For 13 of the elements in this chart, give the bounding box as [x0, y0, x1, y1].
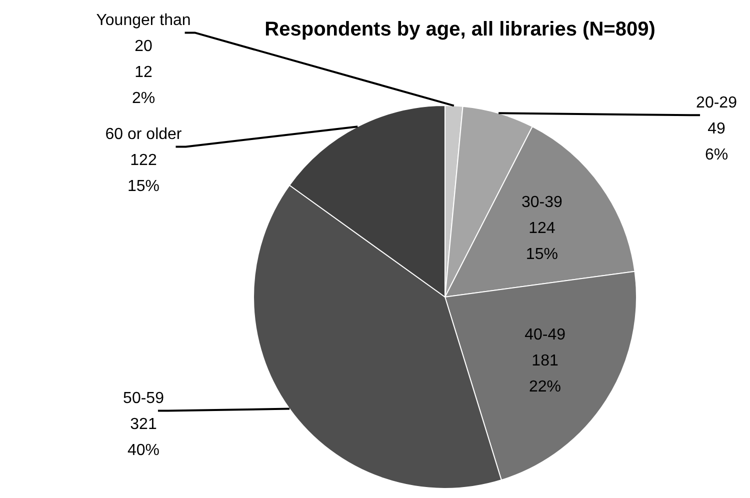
- data-label: 124 15%: [526, 220, 558, 263]
- data-label: 122 15%: [127, 152, 160, 196]
- slice-label: 40-49: [524, 326, 566, 344]
- data-label: 321 40%: [127, 416, 160, 460]
- slice-label: Younger than 20: [96, 12, 191, 56]
- slice-label: 60 or older: [105, 126, 182, 144]
- slice-label: 50-59: [123, 390, 164, 408]
- data-label: 181 22%: [529, 352, 562, 396]
- chart-title: Respondents by age, all libraries (N=809): [264, 18, 656, 41]
- slice-label: 30-39: [521, 194, 563, 211]
- data-label: 12 2%: [132, 64, 156, 108]
- data-label: 49 6%: [704, 120, 728, 164]
- slice-label: 20-29: [696, 94, 738, 112]
